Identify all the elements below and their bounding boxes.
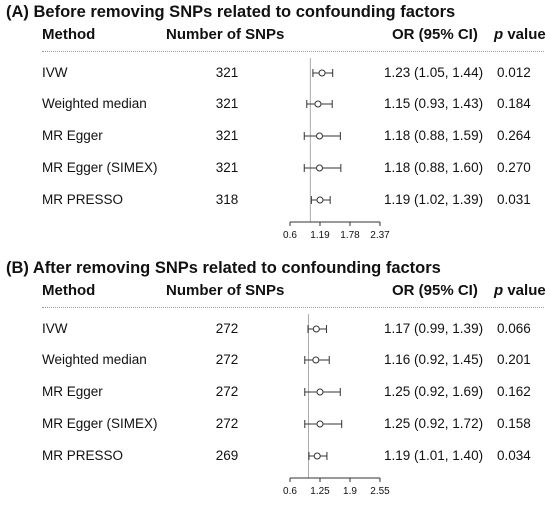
row-or-ci: 1.17 (0.99, 1.39): [384, 321, 484, 336]
point-estimate: [316, 196, 324, 204]
row-or-ci: 1.15 (0.93, 1.43): [384, 96, 484, 111]
table-row: Weighted median 321 1.15 (0.93, 1.43) 0.184: [0, 94, 550, 114]
header-p-rest: value: [503, 282, 546, 299]
row-or-ci: 1.18 (0.88, 1.60): [384, 160, 484, 175]
table-row: IVW 321 1.23 (1.05, 1.44) 0.012: [0, 63, 550, 83]
row-snp-count: 272: [215, 384, 239, 399]
point-estimate: [315, 132, 323, 140]
forest-plot: 0.6 1.19 1.78 2.37: [283, 58, 390, 241]
header-p-value: p value: [494, 282, 546, 299]
point-estimate: [316, 388, 324, 396]
row-p-value: 0.066: [497, 321, 531, 336]
row-snp-count: 321: [215, 96, 239, 111]
row-or-ci: 1.19 (1.01, 1.40): [384, 448, 484, 463]
row-p-value: 0.034: [497, 448, 531, 463]
forest-panel-b: (B) After removing SNPs related to confo…: [0, 256, 550, 511]
x-tick-label: 0.6: [283, 230, 297, 241]
row-snp-count: 321: [215, 65, 239, 80]
table-row: MR Egger 272 1.25 (0.92, 1.69) 0.162: [0, 382, 550, 402]
row-p-value: 0.270: [497, 160, 531, 175]
x-tick-label: 2.55: [370, 486, 390, 497]
point-estimate: [315, 164, 323, 172]
point-estimate: [316, 420, 324, 428]
row-or-ci: 1.23 (1.05, 1.44): [384, 65, 484, 80]
row-snp-count: 321: [215, 128, 239, 143]
point-estimate: [312, 325, 320, 333]
row-snp-count: 321: [215, 160, 239, 175]
header-separator: [42, 51, 544, 52]
row-or-ci: 1.19 (1.02, 1.39): [384, 192, 484, 207]
row-method: MR PRESSO: [42, 192, 124, 207]
row-p-value: 0.184: [497, 96, 531, 111]
forest-plot: 0.6 1.25 1.9 2.55: [283, 314, 390, 497]
row-method: MR PRESSO: [42, 448, 124, 463]
header-or-ci: OR (95% CI): [392, 26, 478, 43]
row-snp-count: 269: [215, 448, 239, 463]
header-method: Method: [42, 282, 96, 299]
header-p-value: p value: [494, 26, 546, 43]
header-separator: [42, 307, 544, 308]
x-tick-label: 1.9: [343, 486, 357, 497]
row-p-value: 0.201: [497, 352, 531, 367]
row-method: MR Egger (SIMEX): [42, 160, 158, 175]
row-p-value: 0.012: [497, 65, 531, 80]
row-or-ci: 1.16 (0.92, 1.45): [384, 352, 484, 367]
x-tick-label: 1.78: [340, 230, 360, 241]
table-row: MR Egger (SIMEX) 272 1.25 (0.92, 1.72) 0.15…: [0, 414, 550, 434]
x-tick-label: 1.25: [310, 486, 330, 497]
row-method: Weighted median: [42, 96, 147, 111]
table-row: MR Egger 321 1.18 (0.88, 1.59) 0.264: [0, 126, 550, 146]
point-estimate: [318, 69, 326, 77]
row-p-value: 0.031: [497, 192, 531, 207]
header-number-of-snps: Number of SNPs: [166, 282, 285, 299]
x-tick-label: 1.19: [310, 230, 330, 241]
row-method: MR Egger: [42, 384, 103, 399]
panel-title: (A) Before removing SNPs related to conf…: [6, 3, 456, 21]
row-or-ci: 1.25 (0.92, 1.69): [384, 384, 484, 399]
table-row: MR PRESSO 318 1.19 (1.02, 1.39) 0.031: [0, 190, 550, 210]
row-p-value: 0.264: [497, 128, 531, 143]
panel-title: (B) After removing SNPs related to confo…: [6, 259, 441, 277]
header-or-ci: OR (95% CI): [392, 282, 478, 299]
header-number-of-snps: Number of SNPs: [166, 26, 285, 43]
row-method: IVW: [42, 321, 68, 336]
row-snp-count: 272: [215, 352, 239, 367]
row-or-ci: 1.18 (0.88, 1.59): [384, 128, 484, 143]
row-p-value: 0.162: [497, 384, 531, 399]
table-row: MR Egger (SIMEX) 321 1.18 (0.88, 1.60) 0.27…: [0, 158, 550, 178]
x-tick-label: 0.6: [283, 486, 297, 497]
row-method: IVW: [42, 65, 68, 80]
row-method: MR Egger (SIMEX): [42, 416, 158, 431]
row-snp-count: 272: [215, 416, 239, 431]
row-p-value: 0.158: [497, 416, 531, 431]
header-p-rest: value: [503, 26, 546, 43]
point-estimate: [313, 452, 321, 460]
point-estimate: [312, 356, 320, 364]
table-row: IVW 272 1.17 (0.99, 1.39) 0.066: [0, 319, 550, 339]
row-or-ci: 1.25 (0.92, 1.72): [384, 416, 484, 431]
row-snp-count: 272: [215, 321, 239, 336]
row-snp-count: 318: [215, 192, 239, 207]
point-estimate: [314, 100, 322, 108]
table-row: MR PRESSO 269 1.19 (1.01, 1.40) 0.034: [0, 446, 550, 466]
forest-panel-a: (A) Before removing SNPs related to conf…: [0, 3, 550, 241]
x-tick-label: 2.37: [370, 230, 390, 241]
header-method: Method: [42, 26, 96, 43]
header-p-italic: p: [494, 26, 504, 43]
row-method: MR Egger: [42, 128, 103, 143]
row-method: Weighted median: [42, 352, 147, 367]
header-p-italic: p: [494, 282, 504, 299]
table-row: Weighted median 272 1.16 (0.92, 1.45) 0.201: [0, 350, 550, 370]
